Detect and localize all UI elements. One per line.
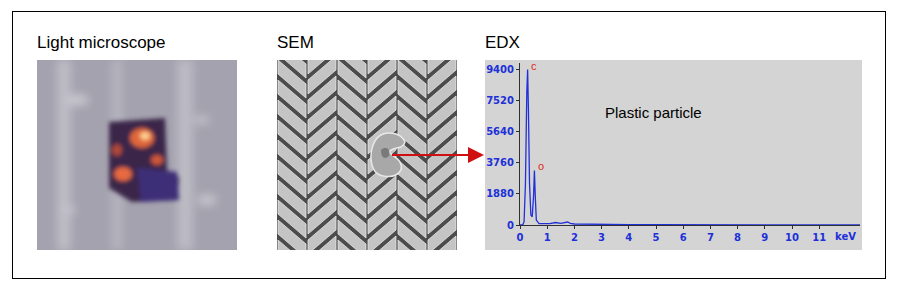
svg-text:11: 11	[812, 232, 826, 243]
svg-text:4: 4	[625, 232, 632, 243]
html-text:Light microscope: Light microscope	[37, 33, 166, 52]
svg-text:9: 9	[761, 232, 768, 243]
svg-text:2: 2	[571, 232, 578, 243]
svg-text:7520: 7520	[486, 95, 514, 106]
svg-text:8: 8	[734, 232, 741, 243]
svg-text:0: 0	[507, 220, 514, 231]
html-text:SEM: SEM	[277, 33, 314, 52]
svg-text:3: 3	[598, 232, 605, 243]
svg-text:6: 6	[680, 232, 687, 243]
svg-text:10: 10	[785, 232, 799, 243]
svg-text:5640: 5640	[486, 126, 514, 137]
svg-text:Plastic particle: Plastic particle	[605, 104, 702, 121]
svg-text:c: c	[531, 60, 537, 72]
svg-text:1880: 1880	[486, 188, 514, 199]
svg-text:7: 7	[707, 232, 714, 243]
svg-text:9400: 9400	[486, 64, 514, 75]
svg-text:o: o	[538, 160, 544, 172]
svg-text:5: 5	[653, 232, 660, 243]
svg-text:keV: keV	[835, 231, 856, 242]
svg-text:1: 1	[544, 232, 551, 243]
svg-text:3760: 3760	[486, 157, 514, 168]
svg-text:0: 0	[517, 232, 524, 243]
html-text:EDX: EDX	[485, 33, 520, 52]
